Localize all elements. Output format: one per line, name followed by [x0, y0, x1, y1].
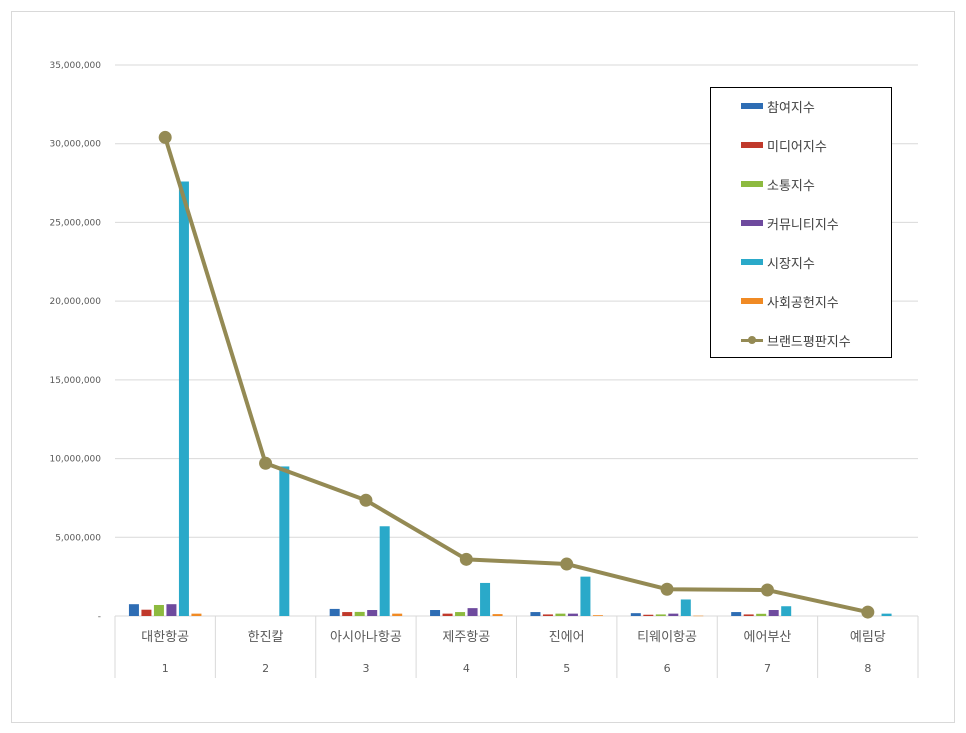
bar: [342, 612, 353, 616]
bar: [630, 613, 641, 616]
x-category-label: 아시아나항공: [330, 630, 402, 645]
x-category-label: 예림당: [850, 630, 886, 645]
line-point: [560, 557, 574, 571]
legend-swatch: [741, 103, 763, 109]
legend-swatch: [741, 181, 763, 187]
x-rank-label: 3: [362, 662, 369, 675]
line-point: [158, 130, 172, 144]
bar: [379, 526, 390, 616]
legend-label: 브랜드평판지수: [767, 334, 851, 350]
bar: [592, 615, 603, 616]
bar-series: [128, 181, 892, 617]
y-axis-ticks: - 5,000,000 10,000,000 15,000,000 20,000,000…: [49, 61, 101, 622]
bar: [580, 576, 591, 616]
bar: [367, 610, 378, 616]
bar: [191, 613, 202, 616]
bar: [467, 608, 478, 616]
bar: [743, 614, 754, 616]
bar: [693, 615, 704, 617]
x-rank-label: 7: [764, 662, 771, 675]
y-tick-label: 30,000,000: [49, 140, 101, 150]
legend-item: 미디어지수: [741, 135, 827, 155]
bar: [492, 614, 503, 616]
x-category-label: 에어부산: [744, 630, 792, 645]
legend-item: 사회공헌지수: [741, 291, 839, 311]
bar: [329, 608, 340, 616]
bar: [555, 613, 566, 616]
bar: [768, 610, 779, 616]
bar: [480, 582, 491, 616]
x-category-label: 제주항공: [442, 630, 490, 645]
bar: [141, 609, 152, 616]
line-point: [359, 493, 373, 507]
legend-label: 참여지수: [767, 100, 815, 116]
bar: [430, 610, 441, 616]
legend-swatch: [741, 259, 763, 265]
bar: [668, 613, 679, 616]
series-line: [163, 136, 869, 615]
line-point: [259, 456, 273, 470]
bar: [455, 612, 466, 616]
legend-line-marker: [741, 333, 763, 347]
line-point: [861, 605, 875, 619]
bar: [354, 611, 365, 616]
bar: [680, 599, 691, 616]
legend-item: 참여지수: [741, 96, 815, 116]
line-point: [660, 582, 674, 596]
bar: [128, 604, 139, 616]
bar: [392, 613, 403, 616]
x-category-label: 한진칼: [248, 630, 284, 645]
x-category-label: 티웨이항공: [637, 630, 697, 645]
bar: [731, 612, 742, 616]
bar: [655, 614, 666, 616]
bar: [781, 606, 792, 616]
legend-label: 미디어지수: [767, 139, 827, 155]
bar: [178, 181, 189, 617]
legend-item: 소통지수: [741, 174, 815, 194]
y-tick-label: 15,000,000: [49, 376, 101, 386]
legend-item: 커뮤니티지수: [741, 213, 839, 233]
legend-item: 브랜드평판지수: [741, 330, 851, 350]
y-tick-label: 20,000,000: [49, 297, 101, 307]
bar: [756, 613, 767, 616]
legend-label: 시장지수: [767, 256, 815, 272]
legend-label: 커뮤니티지수: [767, 217, 839, 233]
bar: [542, 614, 553, 616]
y-tick-label: 25,000,000: [49, 218, 101, 228]
y-tick-label: 35,000,000: [49, 61, 101, 71]
bar: [530, 612, 541, 616]
legend-swatch: [741, 298, 763, 304]
line-series: [158, 130, 875, 619]
bar: [279, 466, 290, 616]
legend-item: 시장지수: [741, 252, 815, 272]
bar: [153, 604, 164, 616]
x-category-label: 대한항공: [141, 630, 189, 645]
y-tick-label: -: [98, 612, 101, 622]
bar: [643, 614, 654, 616]
x-rank-label: 1: [162, 662, 169, 675]
x-rank-label: 4: [463, 662, 470, 675]
legend-swatch: [741, 220, 763, 226]
line-point: [760, 583, 774, 597]
bar: [166, 604, 177, 616]
y-tick-label: 10,000,000: [49, 455, 101, 465]
bar: [442, 613, 453, 616]
legend-label: 소통지수: [767, 178, 815, 194]
x-rank-label: 2: [262, 662, 269, 675]
legend-label: 사회공헌지수: [767, 295, 839, 311]
x-rank-label: 5: [563, 662, 570, 675]
x-rank-label: 6: [664, 662, 671, 675]
x-axis: 대한항공 1 한진칼 2 아시아나항공 3 제주항공 4 진에어 5 티웨이항공 6 에어부산 7 예림당 8: [114, 616, 919, 678]
x-rank-label: 8: [864, 662, 871, 675]
legend-swatch: [741, 142, 763, 148]
y-tick-label: 5,000,000: [55, 533, 101, 543]
bar: [881, 613, 892, 616]
bar: [567, 613, 578, 616]
line-point: [459, 552, 473, 566]
x-category-label: 진에어: [549, 630, 585, 645]
